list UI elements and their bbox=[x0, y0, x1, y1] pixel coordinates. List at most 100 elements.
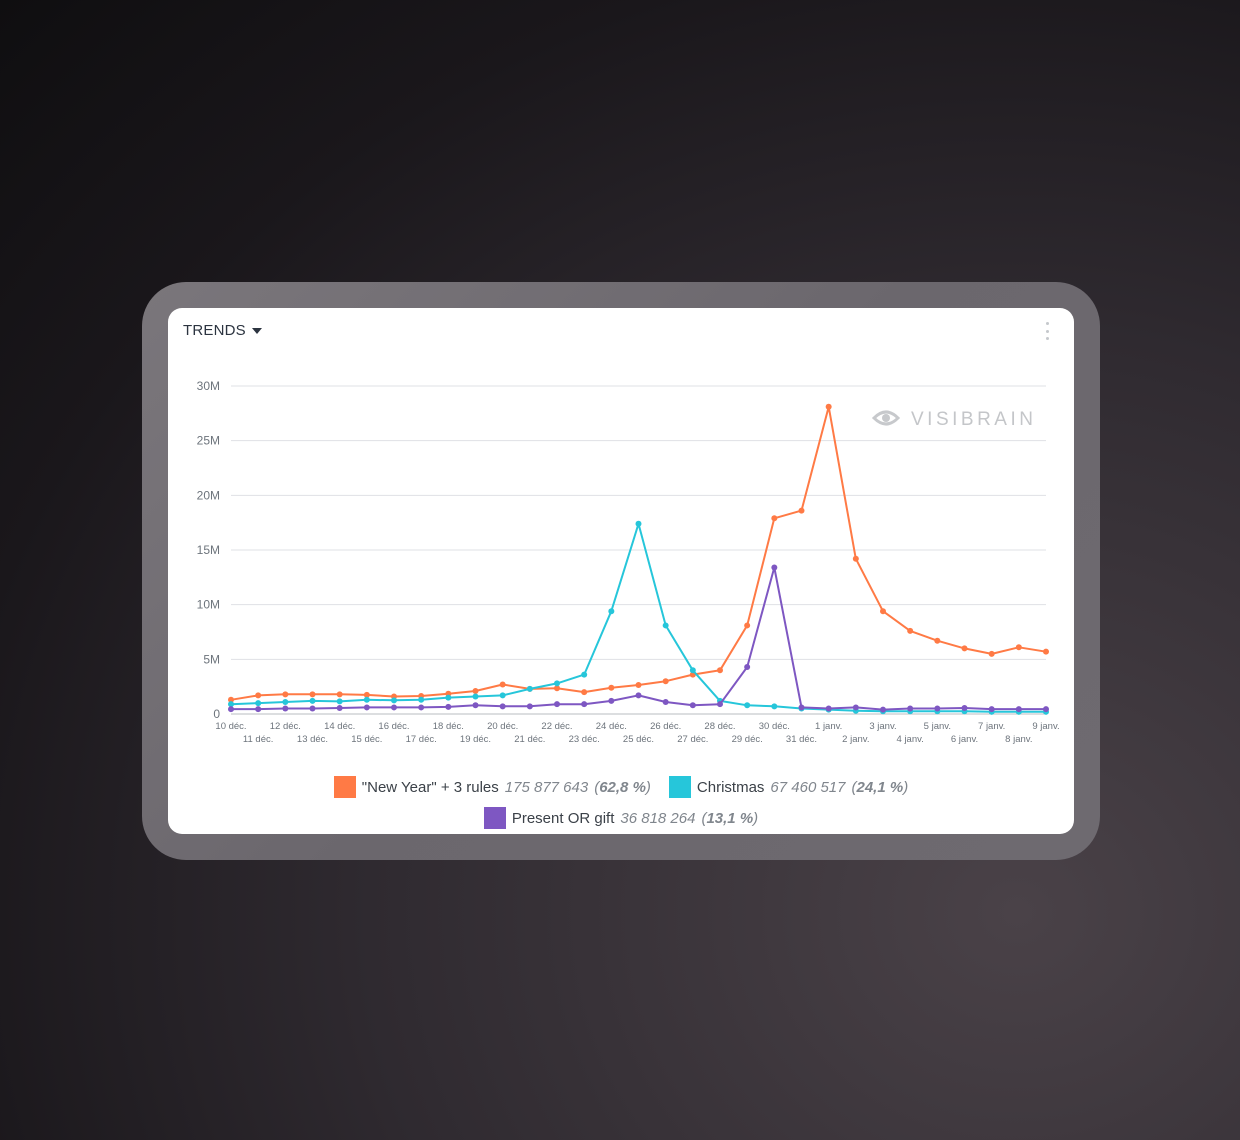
data-point bbox=[581, 671, 588, 678]
data-point bbox=[1043, 648, 1049, 655]
x-tick-label: 2 janv. bbox=[842, 734, 869, 745]
data-point bbox=[445, 694, 452, 701]
data-point bbox=[282, 705, 289, 712]
x-tick-label: 13 déc. bbox=[297, 734, 328, 745]
x-tick-label: 24 déc. bbox=[596, 721, 627, 732]
data-point bbox=[554, 680, 560, 687]
legend-item-christmas[interactable]: Christmas 67 460 517 (24,1 %) bbox=[668, 776, 908, 798]
data-point bbox=[363, 704, 370, 711]
data-point bbox=[581, 689, 588, 696]
data-point bbox=[445, 703, 452, 710]
data-point bbox=[608, 697, 615, 704]
x-tick-label: 3 janv. bbox=[869, 721, 896, 732]
legend-item-present-or-gift[interactable]: Present OR gift 36 818 264 (13,1 %) bbox=[483, 807, 759, 829]
data-point bbox=[825, 403, 832, 410]
data-point bbox=[472, 702, 479, 709]
data-point bbox=[418, 704, 425, 711]
caret-down-icon bbox=[251, 327, 262, 334]
legend-label: Present OR gift bbox=[511, 809, 615, 827]
data-point bbox=[907, 627, 914, 634]
data-point bbox=[961, 645, 968, 652]
legend-swatch bbox=[483, 807, 506, 829]
trends-card: TRENDS 0 5M 10M 15M 20M 25M 30M 10 déc. 11 déc. 1… bbox=[168, 308, 1074, 834]
series-line-2 bbox=[231, 566, 1046, 711]
data-point bbox=[744, 663, 751, 670]
x-tick-label: 5 janv. bbox=[924, 721, 951, 732]
x-tick-label: 12 déc. bbox=[270, 721, 301, 732]
data-point bbox=[608, 684, 615, 691]
data-point bbox=[1043, 706, 1049, 713]
data-point bbox=[336, 698, 343, 705]
data-point bbox=[391, 704, 397, 711]
x-tick-label: 23 déc. bbox=[569, 734, 600, 745]
legend-swatch bbox=[668, 776, 691, 798]
data-point bbox=[907, 705, 914, 712]
data-point bbox=[771, 515, 778, 522]
x-tick-label: 27 déc. bbox=[677, 734, 708, 745]
data-point bbox=[988, 650, 995, 657]
data-point bbox=[499, 681, 506, 688]
data-point bbox=[662, 622, 669, 629]
x-tick-label: 4 janv. bbox=[897, 734, 924, 745]
x-tick-label: 31 déc. bbox=[786, 734, 817, 745]
x-tick-label: 17 déc. bbox=[406, 734, 437, 745]
data-point bbox=[961, 704, 968, 711]
x-tick-label: 21 déc. bbox=[514, 734, 545, 745]
data-point bbox=[472, 688, 479, 695]
data-point bbox=[717, 701, 723, 708]
data-point bbox=[228, 706, 234, 713]
watermark-text: VISIBRAIN bbox=[911, 409, 1036, 430]
legend-swatch bbox=[333, 776, 356, 798]
data-point bbox=[744, 622, 751, 629]
data-point bbox=[554, 685, 560, 692]
data-point bbox=[554, 701, 560, 708]
trends-dropdown[interactable]: TRENDS bbox=[183, 320, 262, 340]
legend-total: 175 877 643 bbox=[504, 778, 589, 796]
y-tick-label: 15M bbox=[197, 543, 220, 557]
data-point bbox=[255, 706, 262, 713]
data-point bbox=[228, 701, 234, 708]
data-point bbox=[825, 705, 832, 712]
data-point bbox=[363, 691, 370, 698]
data-point bbox=[798, 507, 805, 514]
eye-icon bbox=[871, 410, 901, 426]
data-point bbox=[717, 667, 723, 674]
y-tick-label: 5M bbox=[203, 652, 220, 666]
data-point bbox=[689, 667, 696, 674]
data-point bbox=[391, 697, 397, 704]
x-tick-label: 7 janv. bbox=[978, 721, 1005, 732]
x-tick-label: 9 janv. bbox=[1032, 721, 1059, 732]
data-point bbox=[282, 691, 289, 698]
x-tick-label: 11 déc. bbox=[243, 734, 273, 745]
data-point bbox=[282, 698, 289, 705]
data-point bbox=[228, 696, 234, 703]
data-point bbox=[336, 691, 343, 698]
x-tick-label: 30 déc. bbox=[759, 721, 790, 732]
data-point bbox=[852, 555, 859, 562]
legend-share: (62,8 %) bbox=[594, 778, 651, 796]
x-tick-label: 22 déc. bbox=[541, 721, 572, 732]
data-point bbox=[635, 692, 642, 699]
data-point bbox=[771, 564, 778, 571]
data-point bbox=[852, 704, 859, 711]
data-point bbox=[499, 692, 506, 699]
x-tick-label: 6 janv. bbox=[951, 734, 978, 745]
data-point bbox=[798, 704, 805, 711]
legend-label: Christmas bbox=[696, 778, 765, 796]
data-point bbox=[499, 703, 506, 710]
data-point bbox=[635, 682, 642, 689]
legend-item-new-year[interactable]: "New Year" + 3 rules 175 877 643 (62,8 %… bbox=[333, 776, 651, 798]
x-tick-label: 19 déc. bbox=[460, 734, 491, 745]
legend: "New Year" + 3 rules 175 877 643 (62,8 %… bbox=[168, 776, 1074, 798]
x-tick-label: 26 déc. bbox=[650, 721, 681, 732]
legend-share: (13,1 %) bbox=[701, 809, 759, 827]
x-tick-label: 20 déc. bbox=[487, 721, 518, 732]
data-point bbox=[934, 705, 941, 712]
data-point bbox=[526, 685, 533, 692]
data-point bbox=[771, 703, 778, 710]
data-point bbox=[472, 693, 479, 700]
data-point bbox=[880, 706, 886, 713]
kebab-menu-icon[interactable] bbox=[1042, 322, 1052, 340]
data-point bbox=[744, 702, 751, 709]
x-tick-label: 25 déc. bbox=[623, 734, 654, 745]
